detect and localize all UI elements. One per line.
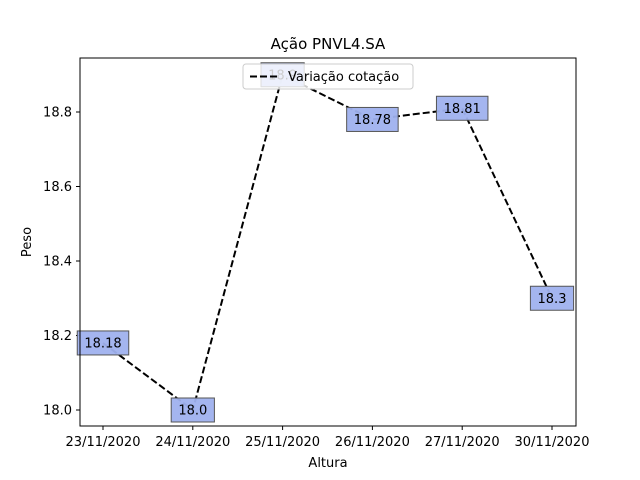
y-tick-label: 18.2 [43,329,72,344]
legend: Variação cotação [242,63,414,90]
data-label: 18.18 [84,336,121,351]
y-tick-label: 18.6 [43,180,72,195]
data-label: 18.0 [178,404,207,419]
x-tick-label: 26/11/2020 [335,435,410,450]
x-axis-label: Altura [308,456,347,471]
y-tick-label: 18.8 [43,106,72,121]
y-tick-label: 18.0 [43,404,72,419]
data-label: 18.78 [354,113,391,128]
x-tick-label: 24/11/2020 [155,435,230,450]
x-tick-label: 30/11/2020 [515,435,590,450]
data-label-box [170,397,215,423]
legend-entry-label: Variação cotação [288,70,399,85]
data-label: 18.81 [444,102,481,117]
data-label-box [346,106,399,132]
legend-box [242,63,414,90]
y-tick-label: 18.4 [43,255,72,270]
x-tick-label: 27/11/2020 [425,435,500,450]
data-label: 18.3 [538,292,567,307]
x-tick-label: 23/11/2020 [66,435,141,450]
data-label-box [76,330,130,356]
y-axis-label: Peso [20,227,35,257]
x-tick-label: 25/11/2020 [245,435,320,450]
data-label-box [435,95,489,121]
plot-frame [79,57,577,427]
chart-title: Ação PNVL4.SA [271,35,386,53]
data-label-box [529,285,575,311]
